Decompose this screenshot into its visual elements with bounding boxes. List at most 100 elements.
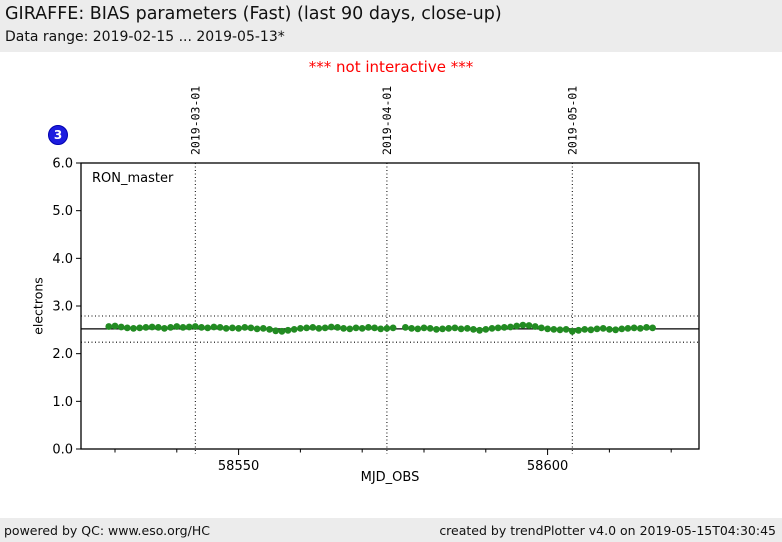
data-point [488,325,496,332]
data-point [525,322,533,329]
data-point [167,324,175,331]
data-point [105,323,113,330]
not-interactive-notice: *** not interactive *** [308,58,474,76]
data-point [612,326,619,334]
x-axis-title: MJD_OBS [361,470,420,485]
y-axis-title: electrons [30,277,45,335]
plot-frame [80,162,700,450]
data-point [538,324,545,332]
series-label: RON_master [92,171,174,186]
data-point [358,325,366,332]
data-point [235,325,243,332]
data-point [371,324,378,332]
plot-number-badge[interactable]: 3 [48,125,68,145]
data-point [117,323,125,331]
data-point [340,325,347,332]
data-point [581,326,589,333]
data-point [463,325,471,332]
data-point [593,325,601,333]
data-point [433,326,440,333]
data-point [519,321,527,329]
data-point [500,324,508,331]
header: GIRAFFE: BIAS parameters (Fast) (last 90… [0,0,782,52]
data-point [161,325,168,332]
data-point [636,325,644,332]
data-point [315,325,323,332]
data-point [222,325,230,332]
data-point [556,326,564,334]
page-title: GIRAFFE: BIAS parameters (Fast) (last 90… [5,4,502,24]
data-point [482,326,490,333]
data-point [185,323,193,331]
x-tick-label: 58550 [218,459,259,474]
data-point [513,322,521,330]
data-point [414,325,422,333]
data-point [191,323,199,330]
data-point [439,325,446,333]
data-point [544,325,551,333]
data-point [389,324,397,332]
data-point [365,324,372,331]
data-point [123,324,131,332]
data-point [210,323,218,331]
y-tick-label: 6.0 [52,157,73,172]
data-point [649,324,656,332]
data-point [643,324,650,331]
footer-created-by: created by trendPlotter v4.0 on 2019-05-… [439,522,776,538]
data-point [426,325,434,332]
data-point [290,326,298,333]
data-range-subtitle: Data range: 2019-02-15 ... 2019-05-13* [5,29,285,45]
y-tick-label: 4.0 [52,252,73,267]
data-point [606,326,613,333]
data-point [624,325,632,332]
data-point [327,323,335,331]
footer: powered by QC: www.eso.org/HC created by… [0,518,782,542]
x-tick-label: 58600 [527,459,568,474]
data-point [334,324,341,331]
data-point [173,323,181,330]
data-point [451,324,459,332]
data-point [531,323,539,330]
data-point [259,325,267,332]
data-point [630,324,638,332]
data-point [346,325,354,333]
data-point [303,324,310,332]
data-point [550,326,558,333]
date-label: 2019-04-01 [380,86,394,155]
data-point [278,327,286,335]
data-point [575,326,582,334]
data-point [476,326,483,334]
data-point [179,324,187,331]
data-point [562,326,570,333]
data-point [408,325,415,332]
date-label: 2019-05-01 [565,86,579,155]
data-point [309,324,317,331]
data-point [142,324,150,331]
data-point [599,325,607,332]
y-tick-label: 2.0 [52,347,73,362]
y-tick-label: 5.0 [52,204,73,219]
data-point [154,324,162,331]
footer-powered-by: powered by QC: www.eso.org/HC [4,522,210,538]
data-point [266,326,273,333]
data-point [229,324,236,332]
data-point [321,324,329,332]
data-point [457,325,465,333]
data-point [198,324,205,331]
data-point [352,324,360,332]
y-tick-label: 3.0 [52,300,73,315]
data-point [420,324,428,332]
data-point [587,326,595,334]
data-point [402,324,409,331]
data-point [383,325,391,332]
data-point [618,325,626,333]
y-tick-label: 1.0 [52,395,73,410]
data-point [377,325,385,333]
data-point [272,327,280,335]
data-point [297,325,304,332]
data-point [253,325,261,333]
data-point [470,326,477,333]
data-point [130,325,137,332]
data-point [111,322,119,330]
